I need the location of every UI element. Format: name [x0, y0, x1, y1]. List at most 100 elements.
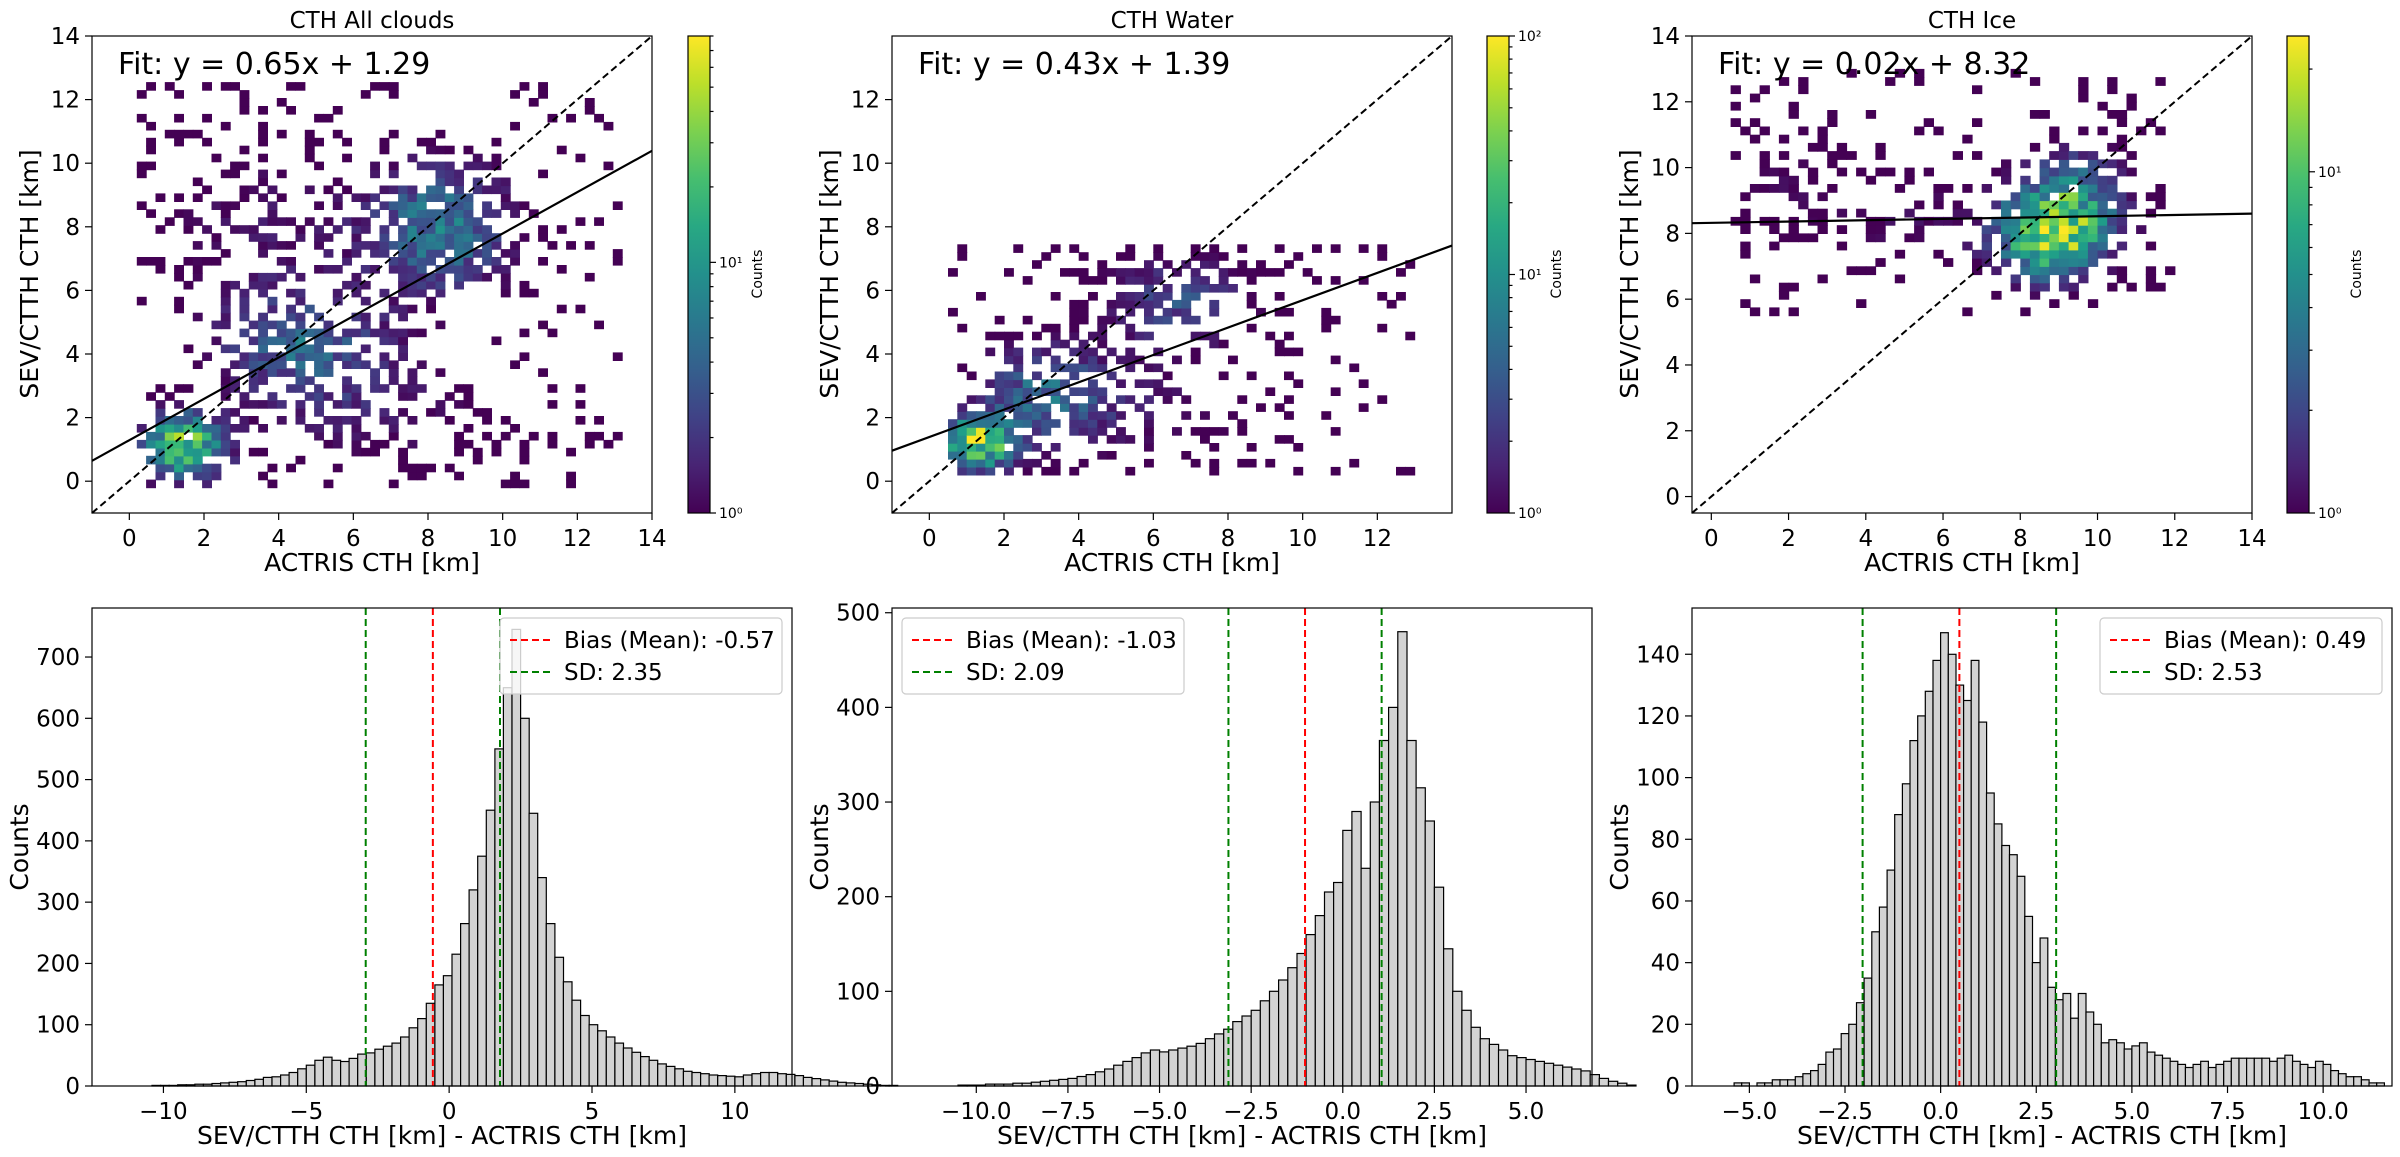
- colorbar-label: Counts: [2349, 250, 2365, 299]
- heatmap-cell: [584, 98, 595, 107]
- heatmap-cell: [202, 431, 212, 441]
- heatmap-cell: [267, 463, 278, 473]
- heatmap-cell: [1004, 427, 1014, 436]
- heatmap-cell: [248, 384, 259, 393]
- heatmap-cell: [426, 145, 436, 155]
- heatmap-cell: [2107, 216, 2118, 226]
- heatmap-cell: [220, 320, 231, 330]
- heatmap-cell: [454, 272, 464, 282]
- heatmap-cell: [454, 233, 464, 242]
- y-axis-label: SEV/CTTH CTH [km]: [815, 149, 844, 398]
- y-tick-label: 0: [865, 1074, 880, 1100]
- heatmap-cell: [136, 90, 147, 99]
- heatmap-cell: [426, 408, 436, 417]
- heatmap-cell: [164, 392, 175, 401]
- heatmap-cell: [1827, 118, 1838, 127]
- heatmap-cell: [2020, 208, 2031, 218]
- heatmap-cell: [1904, 233, 1915, 243]
- heatmap-cell: [286, 257, 296, 266]
- heatmap-cell: [332, 106, 343, 115]
- heatmap-cell: [444, 416, 455, 425]
- heatmap-cell: [1836, 225, 1848, 234]
- histogram-bar: [708, 1074, 719, 1087]
- heatmap-cell: [2126, 101, 2137, 111]
- heatmap-cell: [276, 217, 287, 226]
- heatmap-cell: [360, 217, 371, 226]
- y-tick-label: 100: [1636, 766, 1680, 792]
- heatmap-cell: [1022, 411, 1033, 420]
- colorbar-frame: [687, 35, 711, 514]
- heatmap-cell: [388, 424, 399, 433]
- heatmap-cell: [314, 392, 324, 401]
- heatmap-cell: [388, 217, 399, 226]
- heatmap-cell: [2049, 126, 2060, 136]
- heatmap-cell: [2116, 134, 2128, 144]
- heatmap-cell: [2116, 216, 2128, 226]
- heatmap-cell: [1788, 233, 1799, 243]
- heatmap-cell: [2001, 167, 2012, 177]
- heatmap-cell: [174, 471, 184, 481]
- heatmap-cell: [202, 479, 212, 489]
- histogram-bar: [742, 1074, 753, 1087]
- heatmap-cell: [2049, 151, 2060, 160]
- heatmap-cell: [2001, 200, 2012, 210]
- heatmap-cell: [1004, 347, 1014, 357]
- heatmap-cell: [258, 320, 268, 330]
- heatmap-cell: [342, 416, 352, 425]
- heatmap-cell: [1200, 435, 1210, 444]
- heatmap-cell: [2145, 266, 2157, 276]
- heatmap-cell: [1981, 241, 1992, 251]
- heatmap-cell: [1914, 126, 1925, 136]
- heatmap-cell: [323, 479, 334, 489]
- heatmap-cell: [202, 113, 212, 123]
- heatmap-cell: [1981, 184, 1992, 193]
- y-tick-label: 14: [1651, 24, 1680, 50]
- heatmap-cell: [1904, 167, 1915, 177]
- heatmap-cell: [2058, 249, 2070, 259]
- heatmap-cell: [482, 209, 492, 218]
- histogram-bar: [828, 1080, 839, 1087]
- heatmap-cell: [1933, 249, 1944, 259]
- heatmap-cell: [398, 304, 408, 314]
- heatmap-cell: [1050, 363, 1061, 373]
- fit-equation: Fit: y = 0.43x + 1.39: [918, 47, 1230, 82]
- heatmap-cell: [332, 201, 343, 210]
- heatmap-cell: [948, 427, 958, 436]
- histogram-bar: [1177, 1047, 1188, 1087]
- heatmap-cell: [444, 209, 455, 218]
- heatmap-cell: [1134, 299, 1145, 309]
- heatmap-cell: [295, 312, 306, 322]
- heatmap-cell: [295, 296, 306, 306]
- heatmap-cell: [547, 431, 558, 441]
- heatmap-cell: [342, 249, 352, 258]
- heatmap-cell: [472, 233, 483, 242]
- heatmap-cell: [1022, 403, 1033, 412]
- heatmap-cell: [500, 185, 511, 195]
- heatmap-cell: [1349, 458, 1360, 468]
- heatmap-cell: [463, 209, 474, 218]
- heatmap-cell: [202, 82, 212, 91]
- heatmap-cell: [2039, 258, 2050, 267]
- heatmap-cell: [1116, 395, 1126, 404]
- heatmap-cell: [1798, 200, 1809, 210]
- heatmap-cell: [1228, 355, 1238, 365]
- heatmap-cell: [1162, 387, 1173, 396]
- heatmap-cell: [388, 296, 399, 306]
- heatmap-cell: [1788, 175, 1799, 185]
- heatmap-cell: [1022, 395, 1033, 404]
- heatmap-cell: [1302, 268, 1313, 277]
- heatmap-cell: [2116, 192, 2128, 202]
- heatmap-cell: [2107, 175, 2118, 185]
- histogram-bar: [1779, 1079, 1789, 1087]
- heatmap-cell: [519, 233, 530, 242]
- heatmap-cell: [230, 447, 240, 457]
- heatmap-cell: [1894, 274, 1906, 284]
- x-tick-label: 14: [637, 526, 666, 552]
- heatmap-cell: [472, 249, 483, 258]
- histogram-bar: [717, 1074, 727, 1087]
- heatmap-cell: [2126, 282, 2137, 292]
- heatmap-cell: [360, 90, 371, 99]
- heatmap-cell: [286, 384, 296, 393]
- heatmap-cell: [1144, 419, 1154, 428]
